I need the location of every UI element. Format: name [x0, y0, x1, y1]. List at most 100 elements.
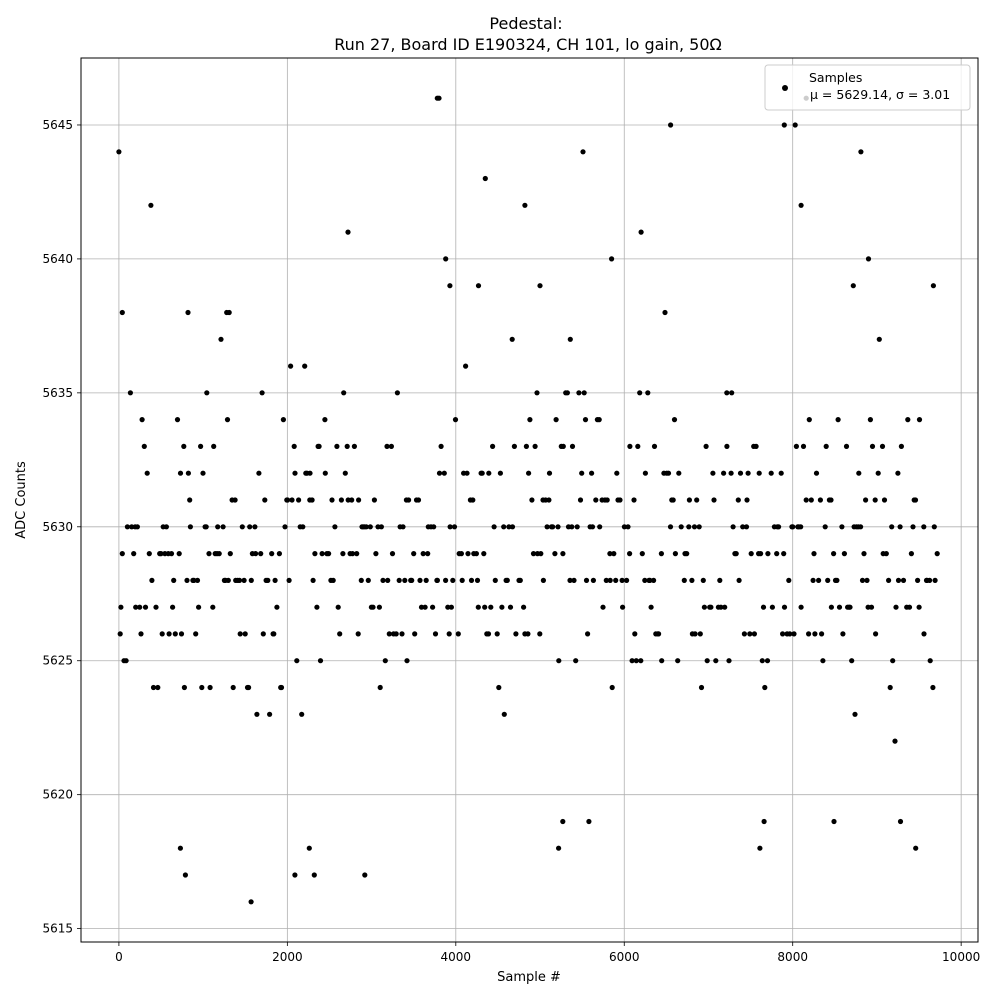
data-point — [491, 524, 497, 530]
data-point — [382, 658, 388, 664]
data-point-outlier — [509, 336, 515, 342]
data-point — [517, 577, 523, 584]
data-point — [816, 577, 822, 584]
data-point — [537, 631, 543, 637]
data-point — [468, 577, 475, 584]
data-point — [820, 658, 826, 664]
data-point — [897, 524, 903, 530]
data-point — [149, 577, 155, 584]
data-point — [216, 551, 222, 557]
data-point — [465, 551, 471, 557]
data-point — [286, 577, 292, 584]
data-point — [581, 390, 587, 396]
data-point — [728, 470, 734, 476]
data-point-outlier — [443, 256, 449, 262]
data-point-outlier — [668, 122, 674, 128]
data-point — [546, 497, 552, 503]
data-point — [171, 577, 177, 584]
data-point — [218, 336, 224, 342]
data-point — [473, 551, 479, 557]
data-point — [322, 470, 328, 476]
data-point — [793, 443, 800, 449]
legend-box — [764, 64, 971, 111]
data-point — [193, 631, 199, 637]
data-point-outlier — [567, 336, 573, 342]
data-point — [875, 470, 881, 476]
data-point — [294, 658, 300, 664]
data-point — [553, 417, 559, 423]
data-point — [828, 497, 834, 503]
data-point — [144, 470, 150, 476]
data-point — [278, 684, 285, 691]
data-point — [237, 631, 243, 637]
data-point — [574, 524, 580, 530]
data-point — [898, 443, 905, 449]
data-point — [620, 604, 626, 610]
data-point — [879, 443, 886, 449]
data-point — [721, 470, 727, 476]
data-point — [711, 497, 717, 503]
data-point — [371, 497, 377, 503]
data-point — [751, 631, 758, 637]
data-point — [651, 577, 657, 584]
data-point — [540, 577, 547, 584]
data-point — [740, 524, 746, 530]
data-point — [506, 524, 512, 530]
data-point — [133, 604, 139, 610]
data-point — [210, 604, 216, 610]
data-point — [546, 470, 553, 476]
data-point — [394, 390, 400, 396]
data-point — [560, 443, 566, 449]
data-point — [265, 577, 271, 584]
data-point — [276, 551, 282, 557]
data-point — [835, 417, 841, 423]
data-point — [166, 631, 172, 637]
data-point — [834, 577, 840, 584]
x-tick-label: 10000 — [942, 950, 980, 964]
data-point — [868, 604, 875, 610]
data-point — [204, 390, 210, 396]
data-point — [445, 604, 451, 610]
data-point — [224, 417, 231, 423]
data-point — [841, 551, 848, 557]
data-point — [134, 524, 140, 530]
data-point-outlier — [182, 872, 188, 878]
data-point — [858, 524, 864, 530]
data-point — [729, 390, 735, 396]
plot-frame — [80, 57, 979, 943]
data-point — [335, 604, 341, 610]
data-point — [338, 497, 344, 503]
data-point — [704, 658, 710, 664]
data-point — [678, 524, 684, 530]
data-point — [174, 417, 181, 423]
data-point — [647, 577, 653, 584]
data-point-outlier — [586, 818, 592, 825]
data-point — [177, 470, 184, 476]
data-point — [696, 524, 702, 530]
data-point — [230, 684, 236, 691]
data-point — [388, 443, 394, 449]
data-point-outlier — [537, 283, 543, 289]
data-point — [675, 658, 681, 664]
data-point — [341, 390, 347, 396]
data-point — [765, 551, 771, 557]
data-point — [153, 604, 159, 610]
data-point — [227, 551, 233, 557]
data-point — [538, 551, 544, 557]
data-point — [479, 470, 485, 476]
data-point — [285, 497, 291, 503]
data-point — [291, 443, 297, 449]
data-point — [892, 738, 898, 744]
data-point — [743, 524, 750, 530]
data-point — [741, 631, 748, 637]
data-point — [863, 497, 869, 503]
data-point-outlier — [560, 818, 566, 825]
data-point — [365, 577, 371, 584]
data-point — [396, 577, 402, 584]
data-point — [187, 497, 193, 503]
data-point-outlier — [638, 229, 644, 235]
data-point — [523, 443, 530, 449]
data-point — [123, 658, 129, 664]
data-point — [296, 497, 302, 503]
data-point — [934, 551, 940, 557]
